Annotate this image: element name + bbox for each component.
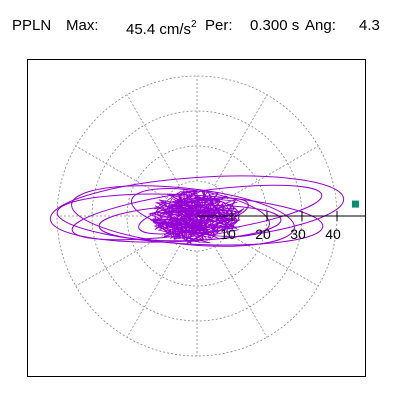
- trace-loop-2: [56, 193, 324, 246]
- radial-tick-label-1: 10: [220, 226, 236, 242]
- grid-spoke-12: [227, 233, 319, 287]
- max-value: 45.4 cm/s2: [126, 14, 197, 42]
- plot-header: PPLN Max: 45.4 cm/s2 Per: 0.300 s Ang: 4…: [0, 14, 400, 38]
- station-code: PPLN: [12, 17, 52, 34]
- max-unit: cm/s: [159, 21, 192, 38]
- grid-spoke-5: [126, 94, 180, 186]
- max-number: 45.4: [126, 21, 156, 38]
- period-label: Per:: [205, 17, 233, 34]
- plot-frame: [27, 59, 366, 377]
- radial-tick-label-4: 40: [325, 226, 341, 242]
- max-unit-exponent: 2: [191, 19, 197, 30]
- grid-spoke-11: [214, 246, 268, 338]
- trace-core-scribble: [148, 189, 245, 244]
- grid-spoke-2: [227, 145, 319, 199]
- grid-spoke-3: [214, 94, 268, 186]
- max-marker-layer: [351, 200, 359, 208]
- angle-label: Ang:: [305, 17, 336, 34]
- radial-tick-labels: 10 20 30 40: [220, 226, 341, 242]
- max-label: Max:: [66, 17, 99, 34]
- period-value: 0.300 s: [250, 17, 300, 34]
- grid-spoke-9: [126, 246, 180, 338]
- grid-spoke-6: [75, 145, 167, 199]
- motion-trace: [49, 175, 345, 247]
- radial-axis: [197, 211, 365, 221]
- trace-loop-4: [71, 185, 295, 247]
- max-point-marker: [351, 200, 359, 208]
- radial-tick-label-2: 20: [255, 226, 271, 242]
- angle-value: 4.3: [359, 17, 380, 34]
- radial-tick-label-3: 30: [290, 226, 306, 242]
